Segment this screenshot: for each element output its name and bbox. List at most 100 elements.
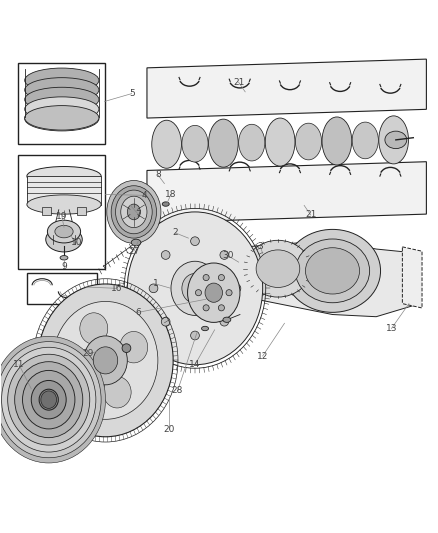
Ellipse shape — [379, 116, 409, 164]
Polygon shape — [403, 247, 422, 308]
Ellipse shape — [182, 125, 208, 162]
Ellipse shape — [201, 326, 208, 330]
Polygon shape — [245, 240, 420, 317]
Text: 6: 6 — [135, 308, 141, 317]
Ellipse shape — [223, 317, 231, 322]
Circle shape — [219, 305, 224, 311]
Ellipse shape — [162, 202, 169, 206]
Text: 20: 20 — [163, 425, 174, 434]
Ellipse shape — [103, 376, 131, 408]
Text: 13: 13 — [386, 324, 397, 333]
Ellipse shape — [256, 250, 300, 287]
Ellipse shape — [131, 239, 141, 246]
Text: 21: 21 — [233, 78, 244, 87]
Text: 5: 5 — [129, 89, 134, 98]
Ellipse shape — [25, 107, 99, 131]
Text: 7: 7 — [135, 209, 141, 219]
Ellipse shape — [107, 181, 161, 244]
Ellipse shape — [121, 196, 147, 228]
Ellipse shape — [63, 358, 91, 389]
Ellipse shape — [116, 190, 152, 234]
Ellipse shape — [47, 220, 81, 243]
Ellipse shape — [22, 370, 75, 429]
Ellipse shape — [182, 273, 208, 303]
Ellipse shape — [187, 263, 240, 322]
Text: 14: 14 — [189, 360, 201, 369]
Ellipse shape — [25, 68, 99, 93]
FancyBboxPatch shape — [77, 207, 86, 215]
Ellipse shape — [152, 120, 181, 168]
Bar — [18, 155, 106, 269]
Text: 2: 2 — [173, 228, 178, 237]
Ellipse shape — [120, 332, 148, 363]
Ellipse shape — [265, 118, 295, 166]
Ellipse shape — [27, 166, 101, 185]
Circle shape — [191, 237, 199, 246]
Ellipse shape — [8, 354, 90, 445]
Ellipse shape — [0, 336, 106, 463]
Ellipse shape — [14, 362, 83, 438]
Text: 1: 1 — [153, 279, 159, 288]
Ellipse shape — [25, 106, 99, 130]
Circle shape — [161, 251, 170, 260]
Circle shape — [122, 344, 131, 352]
Ellipse shape — [27, 195, 101, 214]
Text: 3: 3 — [258, 243, 263, 252]
Circle shape — [219, 274, 224, 281]
Text: 18: 18 — [165, 190, 177, 199]
Circle shape — [232, 284, 241, 293]
Ellipse shape — [0, 342, 101, 458]
Circle shape — [220, 317, 229, 326]
Circle shape — [195, 289, 201, 296]
Text: 9: 9 — [61, 262, 67, 271]
Circle shape — [220, 251, 229, 260]
Circle shape — [161, 317, 170, 326]
Ellipse shape — [305, 248, 360, 294]
Ellipse shape — [25, 97, 99, 122]
Ellipse shape — [295, 239, 370, 303]
Ellipse shape — [295, 123, 321, 160]
Text: 12: 12 — [257, 351, 268, 360]
Circle shape — [226, 289, 232, 296]
Ellipse shape — [53, 302, 158, 419]
Text: 21: 21 — [305, 211, 316, 220]
Ellipse shape — [285, 229, 381, 312]
Ellipse shape — [46, 227, 82, 252]
Text: 30: 30 — [222, 251, 233, 260]
Text: 4: 4 — [142, 191, 148, 200]
Ellipse shape — [60, 256, 68, 260]
Ellipse shape — [208, 119, 238, 167]
Text: 27: 27 — [128, 247, 140, 256]
FancyBboxPatch shape — [42, 207, 51, 215]
Ellipse shape — [84, 336, 127, 385]
Ellipse shape — [2, 348, 96, 452]
Circle shape — [203, 305, 209, 311]
Ellipse shape — [39, 389, 58, 410]
Ellipse shape — [111, 185, 156, 238]
Ellipse shape — [25, 78, 99, 102]
Ellipse shape — [205, 283, 223, 302]
Text: 8: 8 — [155, 171, 161, 179]
Bar — [27, 176, 101, 205]
Ellipse shape — [38, 284, 173, 437]
Ellipse shape — [31, 381, 66, 419]
Polygon shape — [147, 161, 426, 223]
Ellipse shape — [55, 225, 73, 238]
Ellipse shape — [80, 313, 108, 344]
Ellipse shape — [245, 240, 311, 297]
Bar — [27, 273, 97, 304]
Text: 29: 29 — [82, 349, 94, 358]
Circle shape — [149, 284, 158, 293]
Text: 19: 19 — [56, 212, 67, 221]
Ellipse shape — [25, 87, 99, 112]
Ellipse shape — [127, 204, 141, 220]
Polygon shape — [147, 59, 426, 118]
Ellipse shape — [41, 391, 57, 408]
Circle shape — [203, 274, 209, 281]
Ellipse shape — [127, 212, 263, 365]
Ellipse shape — [171, 261, 219, 316]
Text: 16: 16 — [111, 284, 122, 293]
Ellipse shape — [239, 124, 265, 161]
Ellipse shape — [322, 117, 352, 165]
Ellipse shape — [352, 122, 378, 159]
